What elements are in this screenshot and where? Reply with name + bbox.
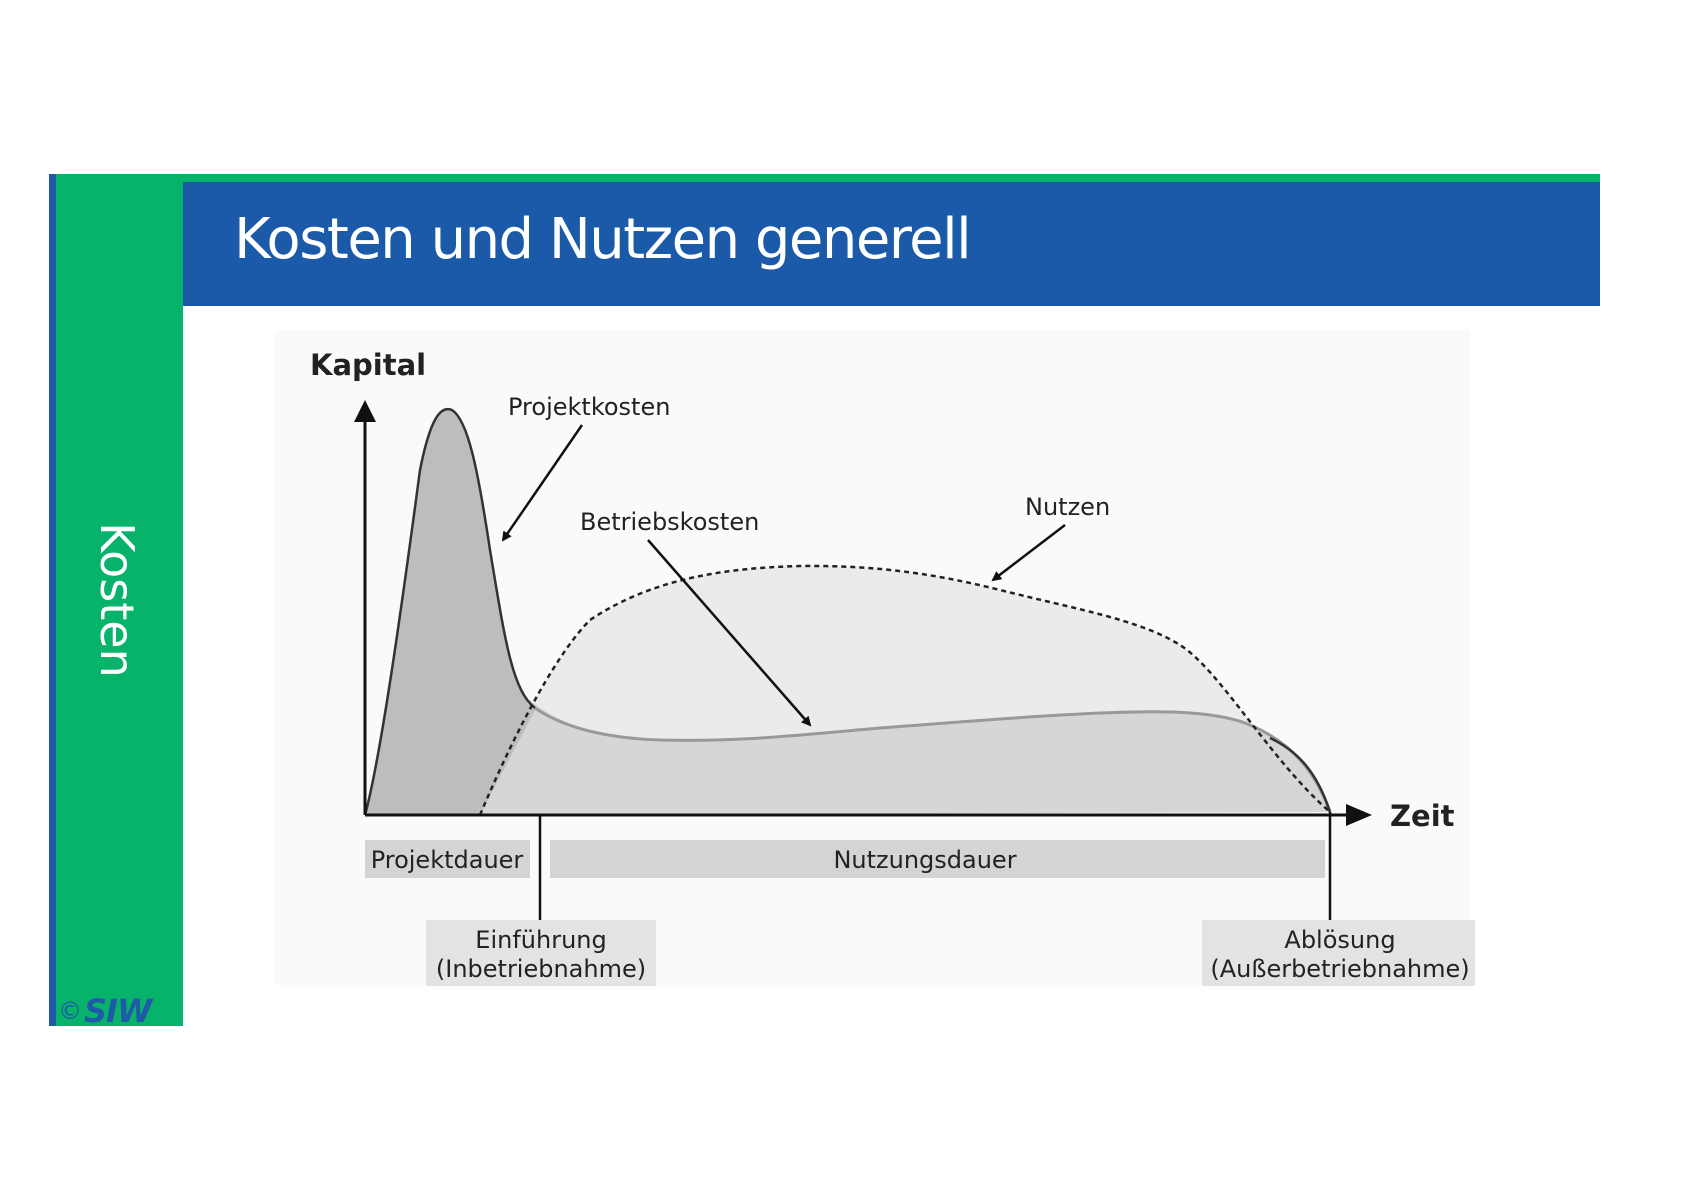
x-axis-label: Zeit <box>1390 799 1455 833</box>
slide-header: Kosten und Nutzen generell <box>183 182 1600 306</box>
y-axis-arrow <box>354 400 376 422</box>
projektkosten-arrow <box>501 424 584 542</box>
abloesung-line1: Ablösung <box>1284 926 1395 954</box>
section-label: Kosten <box>90 522 144 678</box>
nutzen-label: Nutzen <box>1025 493 1110 521</box>
y-axis-label: Kapital <box>310 348 426 382</box>
abloesung-box <box>1202 920 1475 986</box>
logo-text: SIW <box>84 992 152 1030</box>
projektkosten-label: Projektkosten <box>508 393 670 421</box>
projektdauer-bar <box>365 840 530 878</box>
x-axis-arrow <box>1346 804 1372 826</box>
nutzungsdauer-bar <box>550 840 1325 878</box>
projektkosten-area <box>365 409 535 815</box>
siw-logo: © SIW <box>58 992 152 1030</box>
einfuehrung-line2: (Inbetriebnahme) <box>436 955 646 983</box>
projektkosten-curve <box>363 407 536 816</box>
nutzungsdauer-label: Nutzungsdauer <box>833 846 1016 874</box>
copyright-symbol: © <box>58 997 82 1025</box>
einfuehrung-box <box>426 920 656 986</box>
betriebskosten-arrow <box>647 539 812 727</box>
abloesung-line2: (Außerbetriebnahme) <box>1210 955 1469 983</box>
nutzen-curve <box>478 564 1331 816</box>
slide-title: Kosten und Nutzen generell <box>234 207 972 272</box>
betriebskosten-end <box>1269 736 1332 813</box>
header-accent-line <box>183 174 1600 182</box>
betriebskosten-curve <box>534 706 1332 813</box>
betriebskosten-area <box>480 700 1330 815</box>
einfuehrung-line1: Einführung <box>475 926 606 954</box>
nutzen-arrow <box>991 524 1066 582</box>
projektdauer-label: Projektdauer <box>371 846 524 874</box>
sidebar <box>49 174 183 1026</box>
betriebskosten-label: Betriebskosten <box>580 508 759 536</box>
cost-benefit-diagram: Kapital Zeit Projektkosten Betriebskoste… <box>275 330 1475 986</box>
